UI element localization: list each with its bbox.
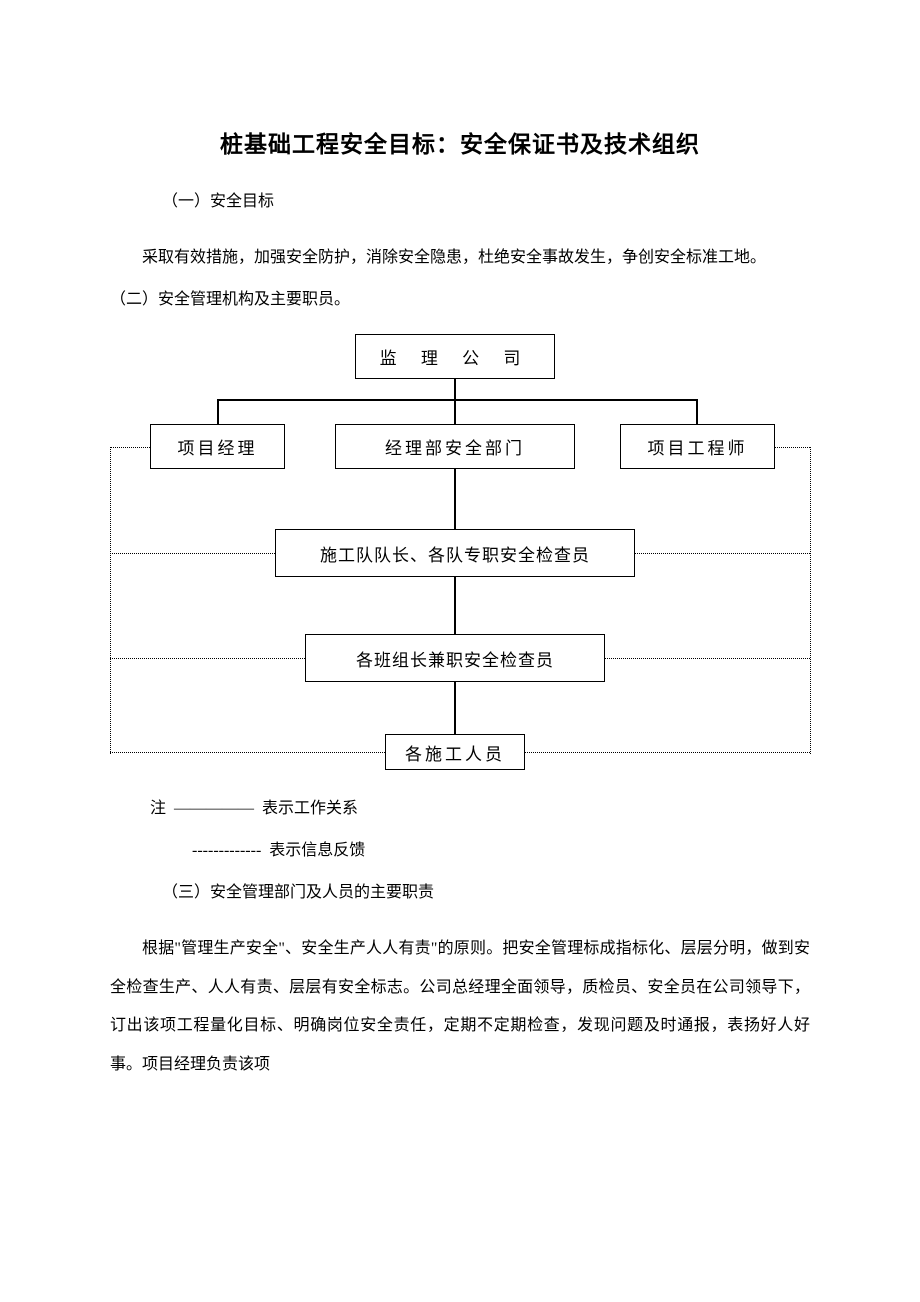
section-3-heading: （三）安全管理部门及人员的主要职责	[162, 878, 810, 902]
section-1-body: 采取有效措施，加强安全防护，消除安全隐患，杜绝安全事故发生，争创安全标准工地。	[110, 239, 810, 277]
chart-line-dotted	[525, 752, 810, 753]
chart-line-dotted	[110, 752, 385, 753]
legend-solid: 注 ————— 表示工作关系	[150, 794, 810, 818]
chart-node-pe: 项目工程师	[620, 424, 775, 469]
legend-dotted: ------------- 表示信息反馈	[192, 836, 810, 860]
chart-line-dotted	[110, 658, 305, 659]
page-title: 桩基础工程安全目标：安全保证书及技术组织	[110, 125, 810, 159]
chart-node-pm: 项目经理	[150, 424, 285, 469]
chart-line-dotted	[110, 447, 111, 754]
chart-node-team_leader: 施工队队长、各队专职安全检查员	[275, 529, 635, 577]
chart-line-dotted	[775, 447, 810, 448]
chart-line-dotted	[810, 447, 811, 754]
chart-line-dotted	[110, 447, 150, 448]
chart-line-solid	[454, 469, 456, 529]
chart-line-solid	[454, 682, 456, 734]
chart-node-safety_dept: 经理部安全部门	[335, 424, 575, 469]
chart-legend: 注 ————— 表示工作关系 ------------- 表示信息反馈	[150, 794, 810, 860]
chart-line-solid	[454, 379, 456, 399]
org-chart: 监 理 公 司项目经理 经理部安全部门项目工程师施工队队长、各队专职安全检查员各班…	[110, 334, 810, 764]
chart-line-solid	[217, 399, 697, 401]
section-2-heading: （二）安全管理机构及主要职员。	[110, 285, 810, 309]
section-1-heading: （一）安全目标	[162, 187, 810, 211]
legend-solid-meaning: 表示工作关系	[262, 800, 358, 817]
legend-dotted-meaning: 表示信息反馈	[269, 842, 365, 859]
legend-prefix: 注	[150, 800, 166, 817]
legend-dotted-symbol: -------------	[192, 842, 261, 859]
chart-line-solid	[696, 399, 698, 424]
chart-line-solid	[217, 399, 219, 424]
chart-line-dotted	[635, 553, 810, 554]
chart-node-workers: 各施工人员	[385, 734, 525, 770]
chart-line-dotted	[110, 553, 275, 554]
chart-line-dotted	[605, 658, 810, 659]
chart-node-supervisor: 监 理 公 司	[355, 334, 555, 379]
legend-solid-symbol: —————	[174, 800, 254, 817]
chart-node-group_leader: 各班组长兼职安全检查员	[305, 634, 605, 682]
chart-line-solid	[454, 577, 456, 634]
section-3-body: 根据"管理生产安全"、安全生产人人有责"的原则。把安全管理标成指标化、层层分明，…	[110, 930, 810, 1084]
chart-line-solid	[454, 399, 456, 424]
